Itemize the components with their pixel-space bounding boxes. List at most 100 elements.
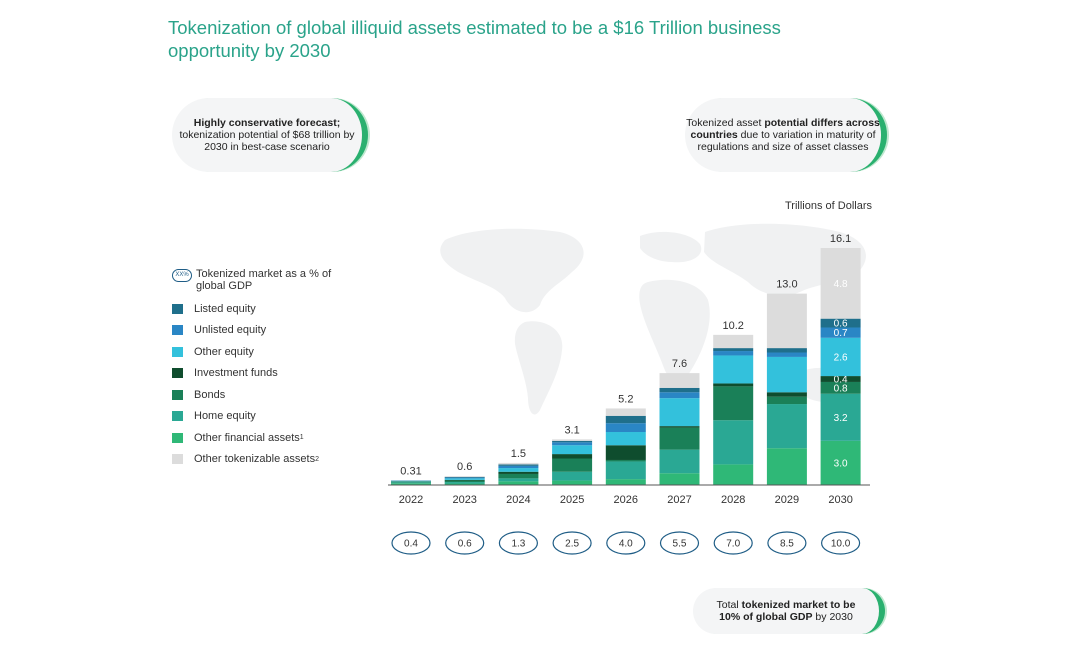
bar-segment [552,442,593,446]
segment-label: 0.7 [834,328,848,339]
gdp-oval [820,531,861,555]
legend-swatch [172,325,183,336]
bar-segment [605,415,646,424]
legend-label: Listed equity [194,302,256,315]
bar-segment [820,318,861,328]
legend-swatch [172,389,183,400]
legend-swatch [172,454,183,465]
bar-segment [552,471,593,481]
bar-segment [498,471,539,474]
bar-segment [498,464,539,466]
callout-bottom-pre: Total [716,599,742,611]
bar-segment [605,459,646,462]
legend-swatch [172,303,183,314]
x-tick-label: 2024 [506,494,530,506]
callout-right-bold: potential differs across countries [690,117,880,141]
africa-shape [639,279,710,382]
bar-segment [444,478,485,480]
x-tick-label: 2027 [667,494,691,506]
x-tick-label: 2030 [828,494,852,506]
bar-segment [444,480,485,483]
bar-segment [498,465,539,469]
segment-label: 3.2 [834,413,848,424]
bar-segment [498,468,539,472]
bar-segment [444,479,485,481]
world-map-background [440,223,866,415]
bar-segment [498,462,539,465]
legend-swatch [172,368,183,379]
gdp-label: 0.6 [458,539,472,550]
bar-segment [766,348,807,353]
south-america-shape [514,321,563,415]
chart-legend: XX% Tokenized market as a % of global GD… [172,268,336,470]
bar-segment [713,351,754,356]
gdp-oval [659,531,700,555]
bar-segment [391,482,431,484]
bar-segment [713,334,754,349]
callout-bottom-bold1: tokenized market to be [741,599,856,611]
gdp-label: 0.4 [404,539,418,550]
bar-segment [659,387,700,393]
legend-label: Other financial assets [194,431,300,444]
bar-segment [766,352,807,357]
segment-label: 3.0 [834,458,848,469]
gdp-oval [445,531,485,555]
units-label: Trillions of Dollars [784,200,872,212]
gdp-oval-icon: XX% [172,269,192,282]
bar-segment [659,426,700,428]
bar-segment [605,461,646,480]
bar-segment [605,445,646,460]
legend-item: Unlisted equity [172,320,336,342]
total-label: 1.5 [511,448,526,460]
bar-segment [820,440,861,485]
bar-segment [820,337,861,377]
bar-segment [820,248,861,319]
bar-segment [444,483,485,485]
gdp-label: 8.5 [780,539,794,550]
legend-item: Listed equity [172,298,336,320]
gdp-label: 5.5 [673,539,687,550]
bar-segment [444,482,485,484]
country-callout: Tokenized asset potential differs across… [685,98,887,172]
bar-segment [659,449,700,474]
legend-gdp-label: Tokenized market as a % of global GDP [196,268,332,292]
bar-segment [713,386,754,421]
bar-segment [766,356,807,393]
segment-label: 0.6 [834,319,848,330]
total-label: 16.1 [830,233,851,245]
total-label: 0.31 [400,465,421,477]
callout-left-bold: Highly conservative forecast; [193,117,341,129]
segment-label: 0.8 [834,383,848,394]
x-tick-label: 2022 [399,494,423,506]
callout-right-pre: Tokenized asset [686,117,765,129]
bar-segment [713,420,754,465]
legend-item: Bonds [172,384,336,406]
gdp-label: 7.0 [726,539,740,550]
legend-swatch [172,346,183,357]
bar-segment [444,476,485,478]
legend-footnote-marker: 1 [299,434,304,442]
callout-bottom-text: by 2030 [812,611,853,623]
bar-segment [552,480,593,485]
bar-segment [713,383,754,387]
bar-segment [713,355,754,384]
gdp-ovals: 0.4 0.6 1.3 2.5 4.0 5.5 7.0 8.5 10.0 [391,531,861,555]
gdp-label: 2.5 [565,539,579,550]
gdp-oval [391,531,431,555]
legend-item: Investment funds [172,363,336,385]
callout-bottom-bold2: 10% of global GDP [719,611,813,623]
bar-segment [766,404,807,449]
total-label: 3.1 [564,424,579,436]
bars-group: 0.31 0.6 1.5 3.1 5.2 7.6 10.2 13.0 3.0 3.2 0.80.4 2… [391,233,861,485]
bar-segment [498,478,539,482]
legend-label: Other equity [194,345,254,358]
x-tick-labels: 2022 2023 2024 2025 2026 2027 2028 2029 2030 [399,494,853,506]
bar-segment [820,393,861,441]
legend-label: Unlisted equity [194,324,267,337]
forecast-callout: Highly conservative forecast; tokenizati… [172,98,368,172]
legend-item: Other equity [172,341,336,363]
bar-segment [391,483,431,485]
gdp-label: 4.0 [619,539,633,550]
bar-segment [659,392,700,399]
bar-segment [820,381,861,394]
